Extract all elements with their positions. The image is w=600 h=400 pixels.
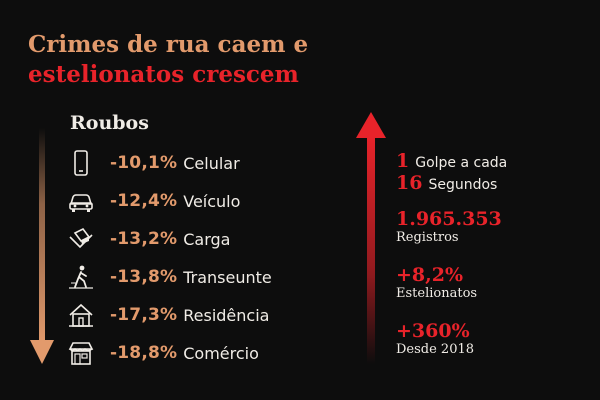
roubos-value: -12,4% bbox=[110, 191, 178, 211]
roubos-item-carga: -13,2% Carga bbox=[66, 222, 326, 256]
car-icon bbox=[66, 186, 96, 216]
house-icon bbox=[66, 300, 96, 330]
desde-stat: +360% Desde 2018 bbox=[396, 320, 474, 357]
registros-value: 1.965.353 bbox=[396, 208, 502, 230]
roubos-value: -17,3% bbox=[110, 305, 178, 325]
segundos-text: Segundos bbox=[428, 177, 498, 193]
golpe-stat: 1 Golpe a cada 16 Segundos bbox=[396, 150, 507, 194]
roubos-label: Celular bbox=[183, 153, 240, 173]
roubos-label: Residência bbox=[183, 305, 270, 325]
roubos-value: -13,2% bbox=[110, 229, 178, 249]
golpe-count: 1 bbox=[396, 150, 410, 172]
down-arrow-icon bbox=[30, 128, 54, 364]
cargo-icon bbox=[66, 224, 96, 254]
golpe-text: Golpe a cada bbox=[415, 155, 508, 171]
roubos-heading: Roubos bbox=[70, 112, 149, 134]
roubos-label: Veículo bbox=[183, 191, 241, 211]
pedestrian-icon bbox=[66, 262, 96, 292]
roubos-item-residencia: -17,3% Residência bbox=[66, 298, 326, 332]
roubos-item-transeunte: -13,8% Transeunte bbox=[66, 260, 326, 294]
title-line-1: Crimes de rua caem e bbox=[28, 31, 309, 58]
desde-label: Desde 2018 bbox=[396, 342, 475, 357]
estelionatos-label: Estelionatos bbox=[396, 286, 478, 301]
roubos-value: -10,1% bbox=[110, 153, 178, 173]
estelionatos-value: +8,2% bbox=[396, 264, 464, 286]
registros-label: Registros bbox=[396, 230, 459, 245]
roubos-item-veiculo: -12,4% Veículo bbox=[66, 184, 326, 218]
estelionatos-stat: +8,2% Estelionatos bbox=[396, 264, 477, 301]
registros-stat: 1.965.353 Registros bbox=[396, 208, 502, 245]
up-arrow-icon bbox=[356, 112, 386, 364]
roubos-item-celular: -10,1% Celular bbox=[66, 146, 326, 180]
roubos-label: Carga bbox=[183, 229, 231, 249]
desde-value: +360% bbox=[396, 320, 470, 342]
title-line-2: estelionatos crescem bbox=[28, 61, 299, 88]
roubos-item-comercio: -18,8% Comércio bbox=[66, 336, 326, 370]
roubos-label: Transeunte bbox=[183, 267, 272, 287]
roubos-value: -18,8% bbox=[110, 343, 178, 363]
segundos-count: 16 bbox=[396, 172, 423, 194]
roubos-label: Comércio bbox=[183, 343, 259, 363]
infographic-title: Crimes de rua caem e estelionatos cresce… bbox=[28, 30, 308, 90]
roubos-value: -13,8% bbox=[110, 267, 178, 287]
store-icon bbox=[66, 338, 96, 368]
phone-icon bbox=[66, 148, 96, 178]
